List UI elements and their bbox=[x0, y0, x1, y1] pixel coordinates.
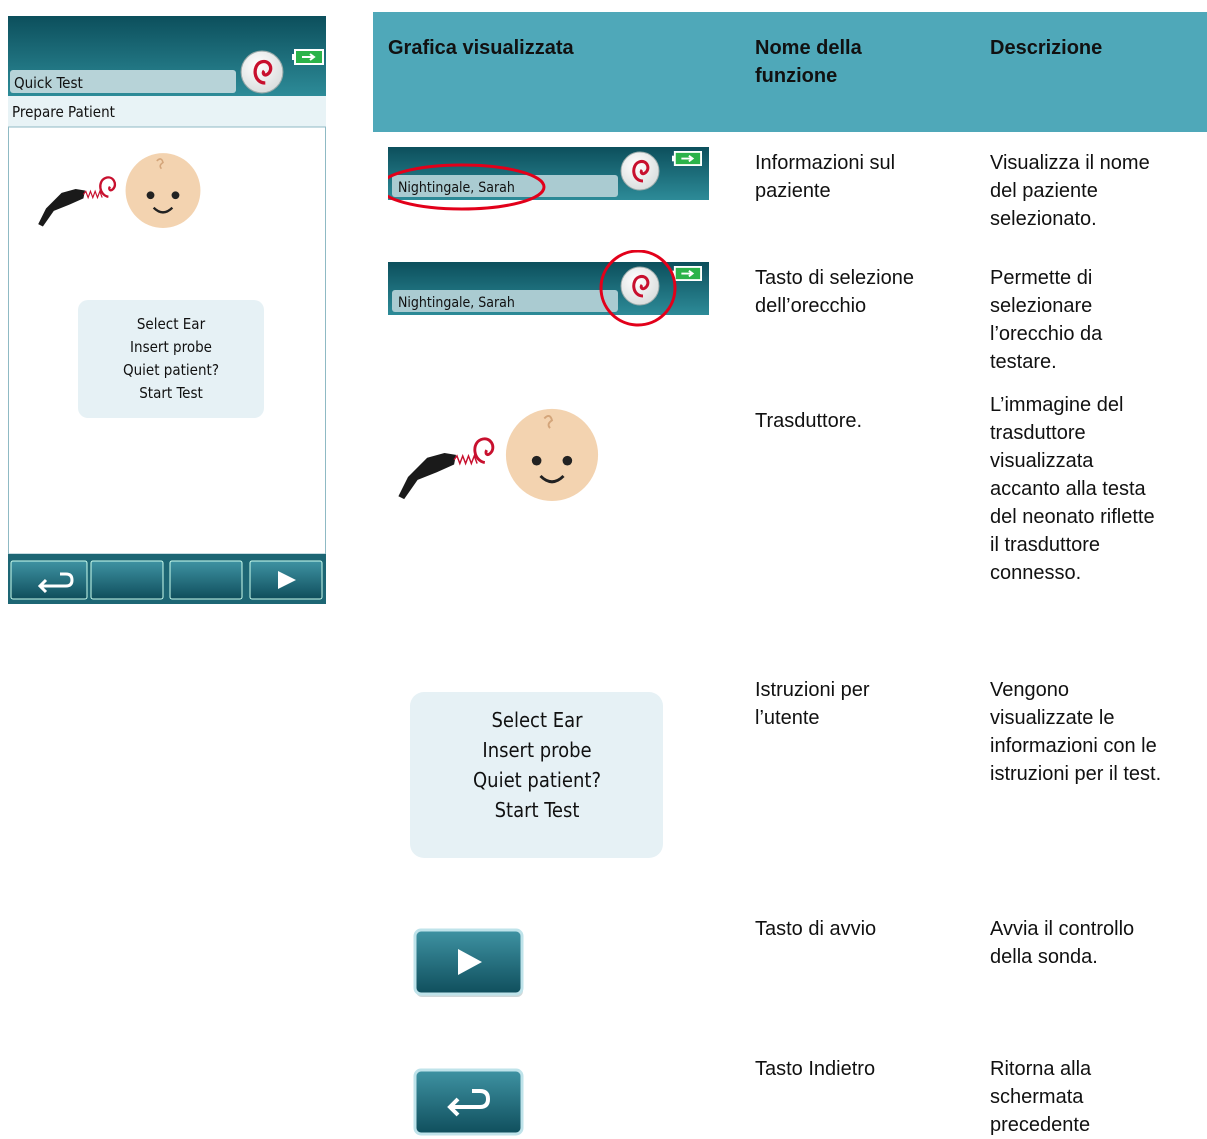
instruction-line: Start Test bbox=[139, 384, 203, 402]
transducer-graphic bbox=[398, 407, 600, 501]
text-line: Informazioni sul bbox=[755, 152, 896, 174]
status-band bbox=[8, 96, 326, 127]
instruction-line: Insert probe bbox=[130, 338, 212, 356]
text-line: paziente bbox=[755, 180, 831, 202]
ear-button-graphic: Nightingale, Sarah bbox=[388, 250, 709, 327]
text-line: selezionato. bbox=[990, 208, 1097, 230]
battery bbox=[292, 49, 324, 65]
patient-header-graphic: Nightingale, Sarah bbox=[388, 147, 709, 211]
text-line: Vengono bbox=[990, 679, 1069, 701]
start-button-graphic bbox=[413, 928, 524, 997]
text-line: del paziente bbox=[990, 180, 1098, 202]
instruction-line: Insert probe bbox=[482, 738, 591, 762]
text-line: del neonato riflette bbox=[990, 506, 1155, 528]
function-name: Tasto Indietro bbox=[755, 1055, 875, 1083]
function-name: Informazioni sul paziente bbox=[755, 149, 895, 205]
text-line: l’orecchio da bbox=[990, 323, 1103, 345]
text-line: l’utente bbox=[755, 707, 820, 729]
text-line: Istruzioni per bbox=[755, 679, 870, 701]
text-line: connesso. bbox=[990, 562, 1082, 584]
play-icon bbox=[278, 571, 296, 589]
text-line: dell’orecchio bbox=[755, 295, 867, 317]
instruction-line: Quiet patient? bbox=[123, 361, 219, 379]
text-line: accanto alla testa bbox=[990, 478, 1146, 500]
back-icon bbox=[37, 572, 74, 594]
function-name: Tasto di selezione dell’orecchio bbox=[755, 264, 914, 320]
text-line: il trasduttore bbox=[990, 534, 1101, 556]
column-header: Nome della funzione bbox=[755, 37, 862, 87]
ear-button[interactable] bbox=[240, 50, 284, 94]
button[interactable] bbox=[169, 560, 243, 600]
name-field bbox=[10, 70, 236, 93]
text-line: visualizzata bbox=[990, 450, 1094, 472]
back-button[interactable] bbox=[10, 560, 88, 600]
column-header: Grafica visualizzata bbox=[388, 37, 574, 59]
text-line: trasduttore bbox=[990, 422, 1086, 444]
text-line: della sonda. bbox=[990, 946, 1098, 968]
text-line: informazioni con le bbox=[990, 735, 1157, 757]
highlight bbox=[599, 250, 677, 327]
instruction-line: Start Test bbox=[495, 798, 580, 822]
back-button-graphic bbox=[413, 1068, 524, 1136]
description: Avvia il controllo della sonda. bbox=[990, 915, 1134, 971]
table-header bbox=[373, 12, 1207, 132]
instruction-line: Select Ear bbox=[137, 315, 206, 333]
text-line: precedente bbox=[990, 1114, 1091, 1136]
text-line: Tasto di avvio bbox=[755, 918, 877, 940]
description: L’immagine del trasduttore visualizzata acc… bbox=[990, 391, 1155, 587]
text-line: selezionare bbox=[990, 295, 1093, 317]
text-line: Permette di bbox=[990, 267, 1093, 289]
text-line: Tasto di selezione bbox=[755, 267, 914, 289]
text-line: istruzioni per il test. bbox=[990, 763, 1162, 785]
device-screen: Quick Test Prepare Patient Select Ear Ins… bbox=[8, 16, 326, 604]
text-line: L’immagine del bbox=[990, 394, 1124, 416]
description: Permette di selezionare l’orecchio da testa… bbox=[990, 264, 1102, 376]
instruction-line: Quiet patient? bbox=[473, 768, 601, 792]
patient-name: Nightingale, Sarah bbox=[398, 295, 515, 311]
function-name: Tasto di avvio bbox=[755, 915, 876, 943]
highlight bbox=[388, 163, 546, 211]
screen-title: Quick Test bbox=[14, 74, 83, 92]
status: Prepare Patient bbox=[12, 103, 115, 121]
text-line: Visualizza il nome bbox=[990, 152, 1150, 174]
text-line: testare. bbox=[990, 351, 1057, 373]
instruction-graphic: Select Ear Insert probe Quiet patient? Star… bbox=[410, 692, 663, 858]
text-line: Trasduttore. bbox=[755, 410, 863, 432]
button[interactable] bbox=[90, 560, 164, 600]
patient-name: Nightingale, Sarah bbox=[398, 180, 515, 196]
text-line: visualizzate le bbox=[990, 707, 1115, 729]
column-header: Descrizione bbox=[990, 37, 1103, 59]
description: Visualizza il nome del paziente selezionat… bbox=[990, 149, 1150, 233]
function-name: Istruzioni per l’utente bbox=[755, 676, 870, 732]
text-line: Avvia il controllo bbox=[990, 918, 1135, 940]
instruction-line: Select Ear bbox=[491, 708, 583, 732]
description: Vengono visualizzate le informazioni con l… bbox=[990, 676, 1161, 788]
description: Ritorna alla schermata precedente bbox=[990, 1055, 1091, 1139]
text-line: Ritorna alla bbox=[990, 1058, 1092, 1080]
text-line: schermata bbox=[990, 1086, 1084, 1108]
function-name: Trasduttore. bbox=[755, 407, 862, 435]
instruction-box bbox=[78, 300, 264, 418]
text-line: Tasto Indietro bbox=[755, 1058, 876, 1080]
